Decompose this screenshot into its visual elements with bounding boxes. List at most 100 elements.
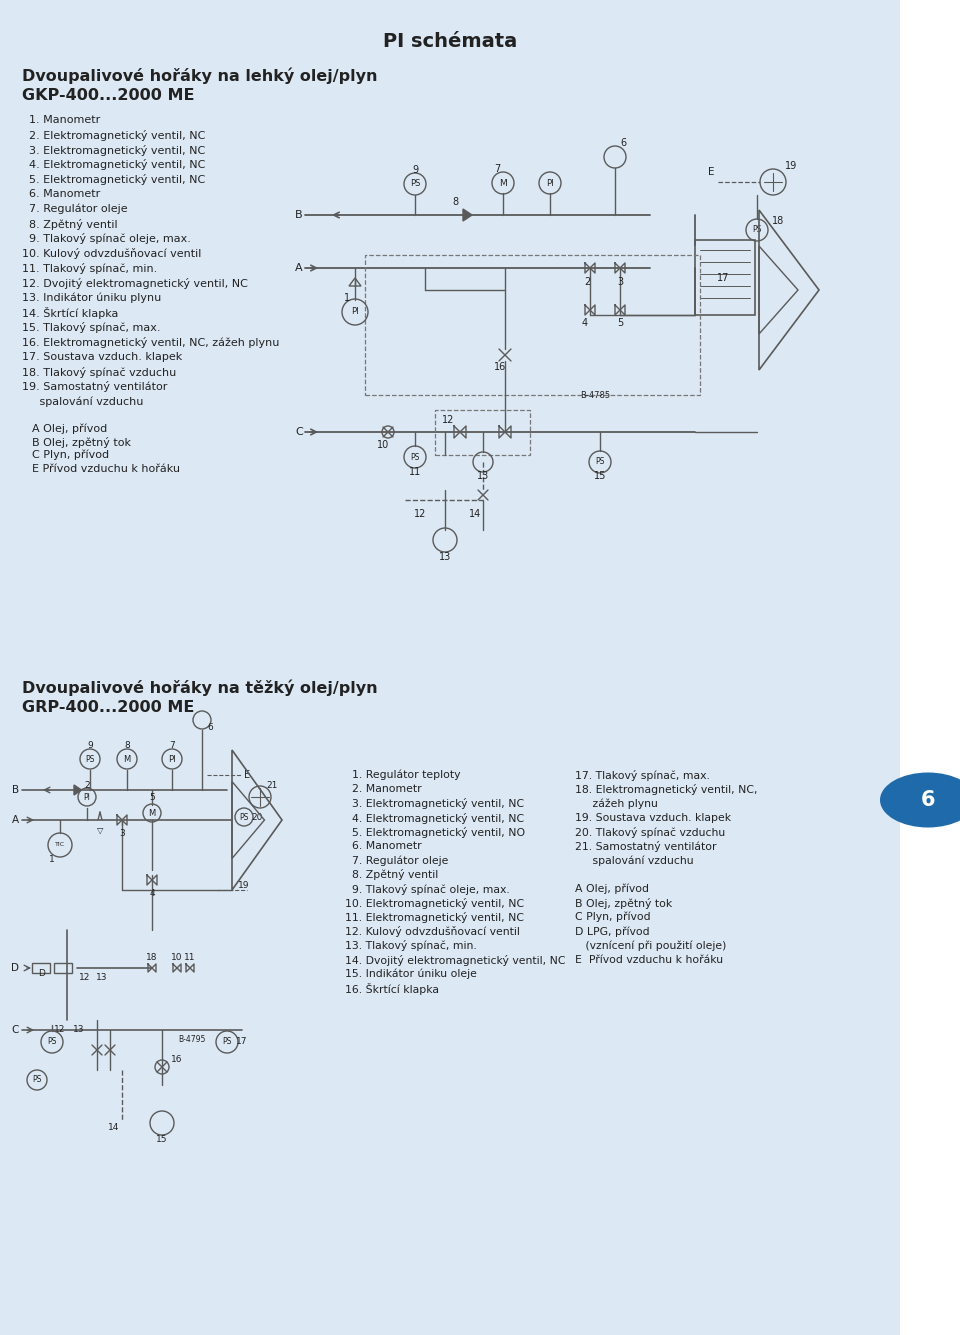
Text: 8. Zpětný ventil: 8. Zpětný ventil (22, 219, 118, 230)
Text: 11: 11 (409, 467, 421, 477)
Text: 19: 19 (238, 881, 250, 889)
Text: 14: 14 (108, 1123, 120, 1132)
Text: 16: 16 (493, 362, 506, 372)
Text: 2. Elektromagnetický ventil, NC: 2. Elektromagnetický ventil, NC (22, 129, 205, 140)
Text: 13: 13 (439, 551, 451, 562)
Text: A Olej, přívod: A Olej, přívod (575, 884, 649, 894)
Text: 2: 2 (584, 276, 590, 287)
Text: 13. Tlakový spínač, min.: 13. Tlakový spínač, min. (345, 940, 477, 952)
Text: 14. Škrtící klapka: 14. Škrtící klapka (22, 307, 118, 319)
Text: 7. Regulátor oleje: 7. Regulátor oleje (22, 204, 128, 215)
Text: 21: 21 (266, 781, 277, 789)
Text: 16: 16 (171, 1056, 182, 1064)
Text: 20. Tlakový spínač vzduchu: 20. Tlakový spínač vzduchu (575, 826, 725, 838)
Text: 18. Tlakový spínač vzduchu: 18. Tlakový spínač vzduchu (22, 367, 177, 378)
Text: C Plyn, přívod: C Plyn, přívod (32, 450, 109, 461)
Text: 15. Indikátor úniku oleje: 15. Indikátor úniku oleje (345, 969, 477, 980)
Text: 4. Elektromagnetický ventil, NC: 4. Elektromagnetický ventil, NC (345, 813, 524, 824)
Text: 14. Dvojitý elektromagnetický ventil, NC: 14. Dvojitý elektromagnetický ventil, NC (345, 955, 565, 965)
Text: 3: 3 (119, 829, 125, 837)
Text: 5. Elektromagnetický ventil, NC: 5. Elektromagnetický ventil, NC (22, 174, 205, 186)
Bar (32, 963, 50, 973)
Text: 1. Regulátor teploty: 1. Regulátor teploty (345, 770, 461, 781)
Text: 10: 10 (171, 953, 182, 963)
Text: 3: 3 (617, 276, 623, 287)
Text: 18. Elektromagnetický ventil, NC,: 18. Elektromagnetický ventil, NC, (575, 784, 757, 796)
Text: 5: 5 (617, 318, 623, 328)
Text: 4. Elektromagnetický ventil, NC: 4. Elektromagnetický ventil, NC (22, 159, 205, 171)
Text: PS: PS (595, 458, 605, 466)
Text: C: C (12, 1025, 19, 1035)
Text: PS: PS (33, 1076, 41, 1084)
Text: M: M (124, 754, 131, 764)
Text: B: B (296, 210, 303, 220)
Text: 9. Tlakový spínač oleje, max.: 9. Tlakový spínač oleje, max. (22, 234, 191, 244)
Text: 17. Tlakový spínač, max.: 17. Tlakový spínač, max. (575, 770, 709, 781)
Text: Dvoupalivové hořáky na těžký olej/plyn: Dvoupalivové hořáky na těžký olej/plyn (22, 680, 377, 697)
Text: A: A (296, 263, 303, 272)
Text: 12: 12 (442, 415, 454, 425)
Text: 13: 13 (477, 471, 490, 481)
Text: 1: 1 (49, 856, 55, 865)
Text: TIC: TIC (55, 842, 65, 848)
Text: 21. Samostatný ventilátor: 21. Samostatný ventilátor (575, 841, 716, 852)
Text: 12: 12 (55, 1025, 65, 1035)
Text: 10: 10 (377, 441, 389, 450)
Text: GRP-400...2000 ME: GRP-400...2000 ME (22, 700, 194, 716)
Text: M: M (499, 179, 507, 187)
Text: Dvoupalivové hořáky na lehký olej/plyn: Dvoupalivové hořáky na lehký olej/plyn (22, 68, 377, 84)
Text: 19. Samostatný ventilátor: 19. Samostatný ventilátor (22, 382, 167, 392)
Text: 3. Elektromagnetický ventil, NC: 3. Elektromagnetický ventil, NC (22, 144, 205, 156)
Text: 13: 13 (96, 973, 108, 983)
Text: 15. Tlakový spínač, max.: 15. Tlakový spínač, max. (22, 322, 160, 334)
Text: 14: 14 (468, 509, 481, 519)
Text: PS: PS (753, 226, 761, 235)
Text: 7. Regulátor oleje: 7. Regulátor oleje (345, 856, 448, 865)
Text: 8: 8 (452, 198, 458, 207)
Text: PS: PS (223, 1037, 231, 1047)
Text: B-4785: B-4785 (580, 391, 610, 399)
Text: zážeh plynu: zážeh plynu (575, 798, 658, 809)
Text: 17: 17 (717, 272, 730, 283)
Text: 15: 15 (156, 1136, 168, 1144)
Text: 7: 7 (169, 741, 175, 750)
Text: 9. Tlakový spínač oleje, max.: 9. Tlakový spínač oleje, max. (345, 884, 510, 894)
Text: 12: 12 (414, 509, 426, 519)
Text: PI: PI (84, 793, 90, 801)
Text: C Plyn, přívod: C Plyn, přívod (575, 912, 651, 922)
Ellipse shape (880, 773, 960, 828)
Text: 2: 2 (84, 781, 90, 789)
Text: B Olej, zpětný tok: B Olej, zpětný tok (32, 437, 131, 447)
Text: spalování vzduchu: spalování vzduchu (575, 856, 694, 865)
Text: B: B (12, 785, 19, 796)
Bar (54, 963, 72, 973)
Text: 6: 6 (620, 138, 626, 148)
Text: 18: 18 (146, 953, 157, 963)
Text: E  Přívod vzduchu k hořáku: E Přívod vzduchu k hořáku (575, 955, 723, 965)
Bar (900, 0, 960, 1335)
Text: 4: 4 (149, 889, 155, 897)
Bar (365, 255, 700, 395)
Bar (435, 410, 530, 455)
Text: 5: 5 (149, 793, 155, 802)
Text: PI schémata: PI schémata (383, 32, 517, 51)
Text: D: D (38, 968, 45, 977)
Text: D LPG, přívod: D LPG, přívod (575, 926, 650, 937)
Text: 12: 12 (80, 973, 90, 983)
Text: 19: 19 (785, 162, 797, 171)
Text: 11: 11 (184, 953, 196, 963)
Text: 12. Dvojitý elektromagnetický ventil, NC: 12. Dvojitý elektromagnetický ventil, NC (22, 278, 248, 288)
Text: 11. Tlakový spínač, min.: 11. Tlakový spínač, min. (22, 263, 157, 274)
Text: 4: 4 (582, 318, 588, 328)
Text: PS: PS (47, 1037, 57, 1047)
Text: 17. Soustava vzduch. klapek: 17. Soustava vzduch. klapek (22, 352, 182, 362)
Text: 6. Manometr: 6. Manometr (22, 190, 100, 199)
Text: 10. Elektromagnetický ventil, NC: 10. Elektromagnetický ventil, NC (345, 898, 524, 909)
Text: 18: 18 (772, 216, 784, 226)
Text: 8. Zpětný ventil: 8. Zpětný ventil (345, 869, 439, 880)
Text: B Olej, zpětný tok: B Olej, zpětný tok (575, 898, 672, 909)
Text: 20: 20 (252, 813, 263, 821)
Text: A: A (12, 814, 19, 825)
Text: 15: 15 (594, 471, 606, 481)
Text: 2. Manometr: 2. Manometr (345, 784, 421, 794)
